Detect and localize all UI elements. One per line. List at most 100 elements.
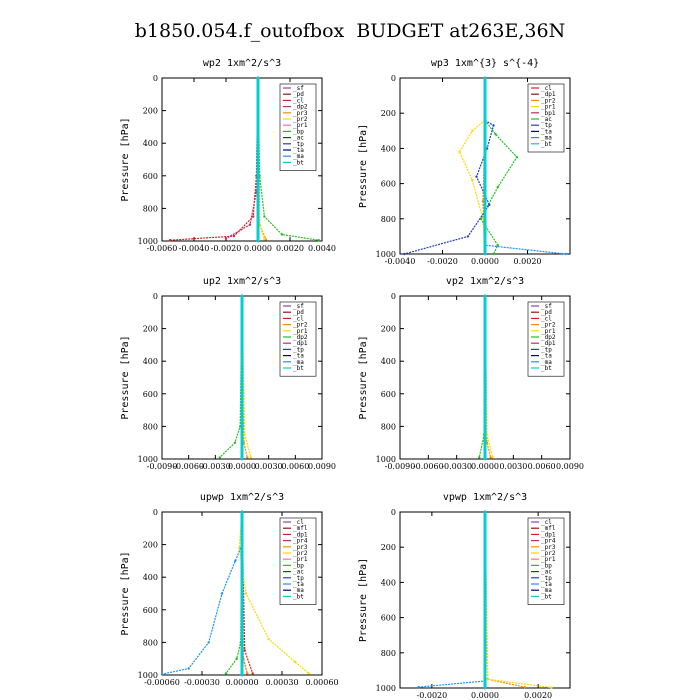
y-tick-label: 0: [153, 74, 158, 83]
legend-label: _dp1: [541, 531, 556, 538]
legend-label: _ma: [293, 359, 304, 366]
legend-label: _bt: [541, 593, 552, 600]
x-tick-label: 0.0030: [255, 462, 283, 471]
y-axis-label: Pressure [hPa]: [358, 335, 369, 419]
data-point: [481, 200, 485, 203]
legend-label: _mfl: [541, 525, 556, 532]
page-title: b1850.054.f_outofbox BUDGET at263E,36N: [134, 20, 566, 42]
data-point: [483, 686, 487, 690]
legend-label: _pr2: [541, 550, 556, 557]
y-tick-label: 1000: [138, 455, 158, 464]
legend-label: _tp: [541, 122, 552, 129]
y-tick-label: 800: [143, 638, 158, 647]
data-point: [220, 592, 224, 595]
legend-box: [527, 83, 565, 153]
data-point: [466, 235, 470, 238]
legend-label: _sf: [541, 303, 552, 310]
series-line-pr2: [238, 511, 310, 674]
data-point: [256, 76, 260, 80]
legend-label: _cl: [293, 315, 304, 322]
data-point: [243, 433, 246, 436]
legend-label: _bp: [541, 562, 552, 569]
y-tick-label: 600: [143, 390, 158, 399]
data-point: [483, 294, 487, 298]
legend-label: _ta: [541, 581, 552, 588]
legend-label: _pr4: [541, 538, 556, 545]
legend-label: _cl: [541, 315, 552, 322]
x-tick-label: 0.0000: [244, 244, 272, 253]
data-point: [240, 294, 244, 298]
x-tick-label: -0.0020: [417, 691, 448, 700]
data-point: [458, 150, 461, 154]
legend-label: _pr2: [293, 116, 308, 123]
y-tick-label: 800: [143, 204, 158, 213]
data-point: [515, 156, 519, 159]
x-tick-label: -0.0020: [211, 244, 242, 253]
chart-panel-0: wp2 1xm^2/s^3 Pressure [hPa] 0 200 400 600 800…: [120, 58, 336, 253]
legend-label: _dp1: [541, 91, 556, 98]
chart-title: vpwp 1xm^2/s^3: [443, 492, 527, 503]
legend-label: _pr1: [293, 328, 308, 335]
y-tick-label: 1000: [376, 250, 396, 259]
legend-label: _pr1: [293, 556, 308, 563]
y-tick-label: 600: [143, 172, 158, 181]
data-point: [475, 175, 478, 178]
legend-label: _cl: [541, 85, 552, 92]
legend-label: _cl: [293, 519, 304, 526]
chart-panel-4: upwp 1xm^2/s^3 Pressure [hPa] 0 200 400 600 80…: [120, 492, 339, 687]
chart-panel-5: vpwp 1xm^2/s^3 Pressure [hPa] 0 200 400 600 80…: [358, 492, 571, 700]
data-point: [235, 657, 238, 660]
legend-label: _bp: [293, 128, 304, 135]
data-point: [187, 667, 190, 670]
legend-label: _pr2: [541, 322, 556, 329]
legend-label: _tp: [541, 575, 552, 582]
y-axis-label: Pressure [hPa]: [358, 558, 369, 642]
legend-label: _pr2: [541, 97, 556, 104]
y-tick-label: 600: [381, 614, 396, 623]
legend-label: _pr2: [293, 550, 308, 557]
legend-label: _bt: [541, 365, 552, 372]
y-tick-label: 1000: [376, 684, 396, 693]
chart-panel-3: vp2 1xm^2/s^3 Pressure [hPa] 0 200 400 600 800…: [358, 276, 584, 471]
legend-label: _ac: [541, 116, 552, 123]
legend-label: _pr3: [293, 544, 308, 551]
x-tick-label: 0.0030: [499, 462, 527, 471]
data-point: [496, 244, 499, 247]
data-point: [224, 672, 228, 675]
data-point: [218, 456, 221, 459]
legend-label: _pr3: [541, 544, 556, 551]
y-tick-label: 1000: [138, 671, 158, 680]
chart-title: wp3 1xm^{3} s^{-4}: [431, 58, 539, 69]
y-tick-label: 200: [143, 107, 158, 116]
x-tick-label: -0.0020: [427, 257, 458, 266]
legend-label: _bt: [293, 593, 304, 600]
series-line-pr1: [458, 119, 486, 255]
data-point: [492, 252, 495, 256]
data-point: [492, 124, 495, 127]
y-tick-label: 600: [143, 606, 158, 615]
legend-label: _dp2: [293, 334, 308, 341]
series-line-bp: [225, 511, 243, 674]
data-point: [240, 510, 244, 514]
plot-frame: [161, 77, 323, 242]
legend-label: _pr2: [293, 322, 308, 329]
x-tick-label: 0.0060: [281, 462, 309, 471]
data-point: [494, 133, 497, 136]
legend-label: _bt: [293, 159, 304, 166]
legend-box: [279, 301, 317, 377]
legend-label: _ma: [541, 587, 552, 594]
y-tick-label: 200: [143, 541, 158, 550]
data-point: [168, 239, 172, 242]
data-point: [246, 456, 249, 459]
x-tick-label: 0.0060: [528, 462, 556, 471]
series-line-cl: [169, 77, 259, 241]
data-point: [232, 234, 236, 238]
x-tick-label: -0.00060: [144, 678, 180, 687]
data-point: [307, 672, 310, 675]
legend-label: _bp1: [541, 110, 556, 117]
chart-title: wp2 1xm^2/s^3: [203, 58, 281, 69]
y-axis-label: Pressure [hPa]: [120, 335, 131, 419]
legend-label: _dp1: [293, 340, 308, 347]
data-point: [478, 456, 481, 459]
data-point: [403, 252, 406, 256]
